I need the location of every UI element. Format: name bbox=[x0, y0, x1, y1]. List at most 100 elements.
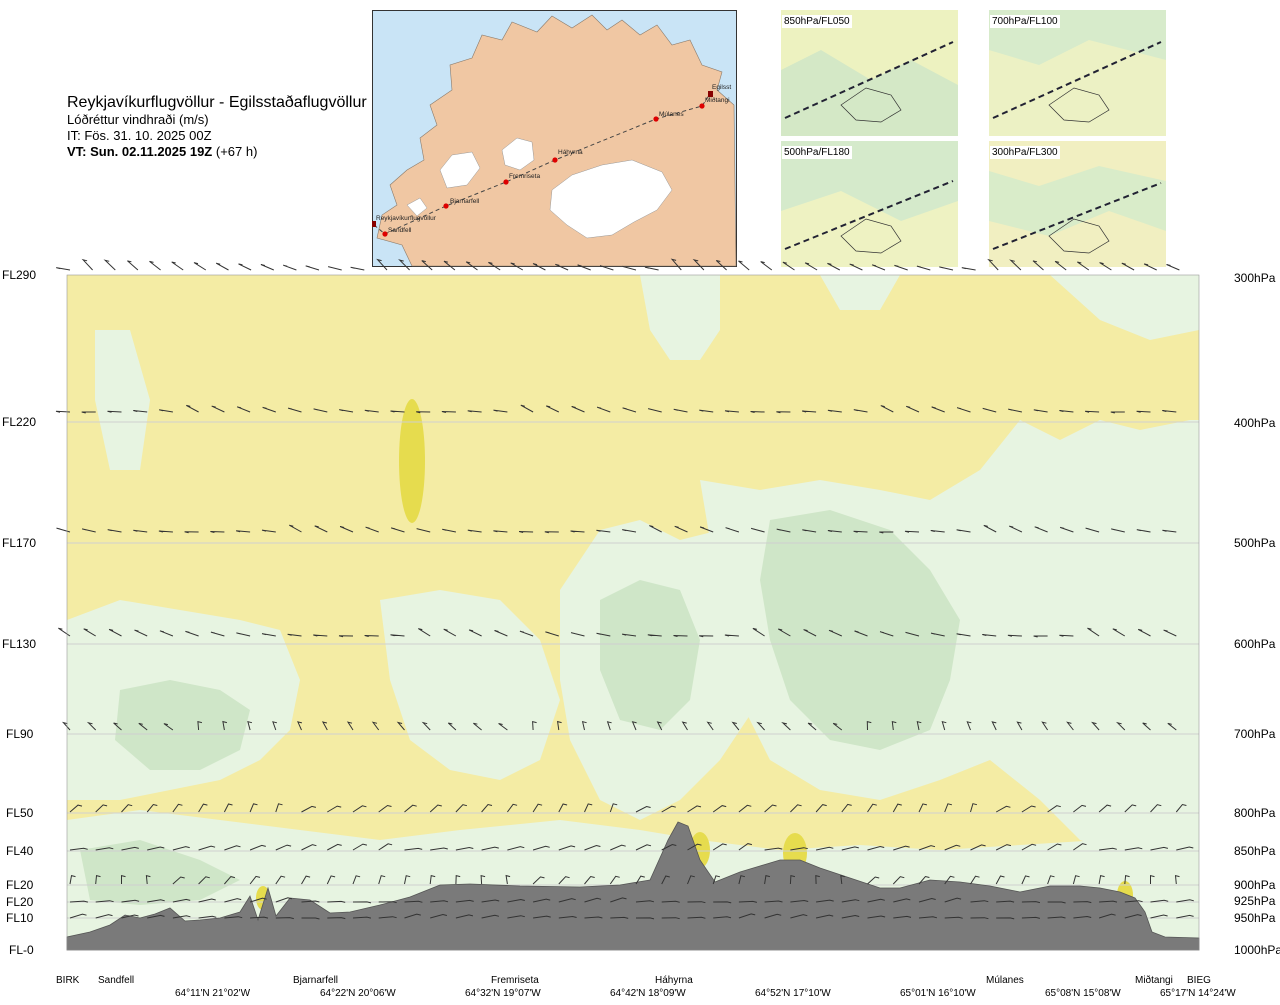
wind-barb bbox=[661, 917, 680, 920]
wind-barb bbox=[584, 803, 593, 813]
wind-barb bbox=[301, 900, 320, 903]
wind-barb bbox=[558, 803, 568, 813]
wind-barb bbox=[828, 629, 843, 637]
wind-barb bbox=[982, 407, 997, 413]
wind-barb bbox=[210, 631, 225, 637]
wind-barb bbox=[944, 844, 961, 851]
fl-label: FL290 bbox=[2, 268, 37, 282]
wind-barb bbox=[301, 844, 317, 851]
wind-barb bbox=[1162, 410, 1177, 413]
wind-barb bbox=[944, 875, 955, 885]
wind-barb bbox=[249, 803, 258, 813]
wind-barb bbox=[418, 628, 431, 637]
wind-barb bbox=[687, 916, 706, 919]
wind-barb bbox=[1008, 525, 1023, 533]
coordinate-label: 65°17'N 14°24'W bbox=[1160, 988, 1236, 999]
wind-barb bbox=[1176, 899, 1194, 903]
wind-barb bbox=[996, 900, 1015, 903]
wind-barb bbox=[854, 630, 868, 637]
wind-barb bbox=[1008, 408, 1023, 413]
wind-barb bbox=[326, 875, 336, 885]
updraft-region bbox=[690, 832, 710, 868]
fl-label: FL90 bbox=[6, 727, 34, 741]
wind-barb bbox=[738, 913, 756, 919]
hpa-label: 850hPa bbox=[1234, 844, 1276, 858]
wind-barb bbox=[1124, 900, 1143, 903]
wind-barb bbox=[416, 528, 431, 533]
terrain-profile bbox=[66, 821, 1200, 951]
wind-barb bbox=[1007, 634, 1022, 637]
wind-barb bbox=[1041, 721, 1049, 731]
wind-barb bbox=[581, 721, 587, 731]
wind-barb bbox=[558, 876, 570, 885]
hpa-label: 925hPa bbox=[1234, 894, 1276, 908]
wind-barb bbox=[853, 409, 868, 413]
wind-barb bbox=[467, 529, 482, 533]
map-label: Reykjavíkurflugvöllur bbox=[376, 215, 437, 222]
wind-barb bbox=[699, 635, 714, 638]
wind-barb bbox=[481, 899, 500, 903]
wind-barb bbox=[841, 803, 852, 813]
wind-barb bbox=[712, 875, 721, 885]
wind-barb bbox=[532, 876, 545, 885]
map-points bbox=[372, 91, 713, 237]
wind-barb bbox=[378, 875, 386, 885]
wind-barb bbox=[635, 900, 655, 903]
wind-barb bbox=[970, 875, 980, 885]
wind-barb bbox=[352, 901, 372, 904]
wind-barb bbox=[275, 803, 283, 813]
wind-barb bbox=[467, 410, 482, 413]
hpa-label: 500hPa bbox=[1234, 536, 1276, 550]
hpa-label: 1000hPa bbox=[1234, 943, 1280, 957]
coordinate-label: 65°08'N 15°08'W bbox=[1045, 988, 1121, 999]
wind-barb bbox=[545, 631, 559, 637]
wind-barb bbox=[1073, 901, 1092, 904]
wind-barb bbox=[56, 527, 71, 533]
mini-map-route bbox=[784, 41, 954, 119]
pressure-gridlines bbox=[67, 421, 1199, 919]
wind-barb bbox=[61, 721, 71, 731]
wind-barb bbox=[313, 634, 328, 637]
wind-barb bbox=[725, 527, 740, 533]
wind-barb bbox=[346, 721, 354, 731]
wind-barb bbox=[95, 804, 108, 813]
wind-barb bbox=[518, 531, 534, 533]
wind-barb bbox=[649, 525, 662, 533]
wind-barb bbox=[827, 530, 842, 533]
wind-barb bbox=[853, 530, 868, 533]
wind-barb bbox=[352, 805, 367, 813]
wind-barb bbox=[121, 846, 139, 851]
wind-barb bbox=[892, 876, 905, 885]
map-label: Fremriseta bbox=[509, 173, 540, 180]
wind-barb bbox=[297, 721, 303, 731]
wind-barb bbox=[832, 722, 843, 731]
wind-barb bbox=[121, 874, 126, 884]
wind-barb bbox=[1176, 846, 1194, 851]
wind-barb bbox=[287, 633, 302, 637]
wind-barb bbox=[1084, 410, 1100, 413]
wind-barb bbox=[455, 846, 474, 851]
wind-barb bbox=[661, 805, 676, 813]
wind-barb bbox=[1175, 803, 1187, 813]
wind-barb bbox=[918, 803, 928, 813]
wind-barb bbox=[1176, 914, 1194, 919]
wind-barb bbox=[364, 635, 379, 637]
wind-barb bbox=[198, 845, 216, 851]
wind-barb bbox=[287, 407, 302, 413]
wind-barb bbox=[350, 266, 365, 271]
wind-barb bbox=[841, 846, 859, 851]
fl-label: FL20 bbox=[6, 878, 34, 892]
wind-barb bbox=[760, 261, 773, 271]
wind-barb bbox=[236, 632, 251, 637]
wind-barb bbox=[404, 913, 421, 919]
wind-barb bbox=[127, 260, 139, 271]
fl-label: FL20 bbox=[6, 895, 34, 909]
mini-map-field bbox=[989, 40, 1166, 136]
wind-barb bbox=[970, 803, 978, 813]
wind-barb bbox=[995, 844, 1012, 851]
wind-barb bbox=[905, 631, 920, 637]
wind-barb bbox=[621, 633, 637, 637]
wind-barb bbox=[429, 804, 442, 813]
wind-barb bbox=[970, 844, 986, 851]
wind-barb bbox=[647, 634, 662, 637]
